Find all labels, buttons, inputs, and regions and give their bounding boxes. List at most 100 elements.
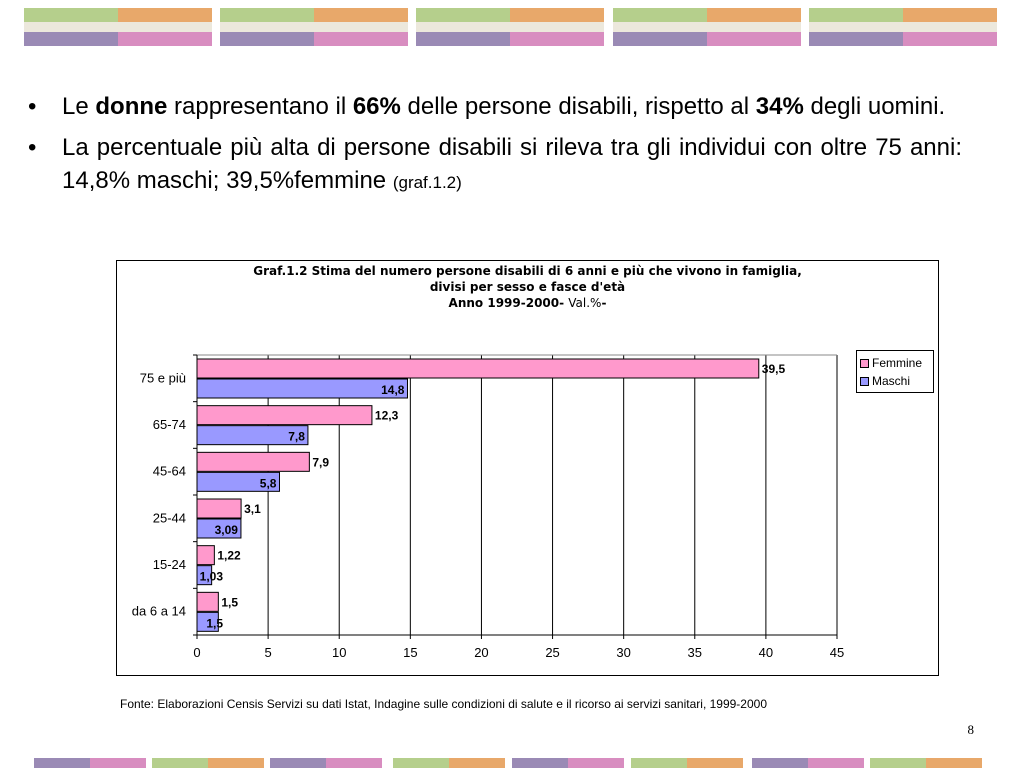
- category-label: 15-24: [153, 557, 186, 572]
- bullet-1-bold-34: 34%: [755, 93, 804, 120]
- band-tile: [613, 8, 707, 22]
- band-tile: [220, 32, 314, 46]
- x-tick-label: 35: [688, 645, 702, 660]
- band-tile: [152, 758, 208, 768]
- x-tick-label: 0: [193, 645, 200, 660]
- bullet-1-text-d: degli uomini.: [803, 93, 946, 120]
- chart-title-end: -: [601, 296, 607, 310]
- data-label: 3,1: [244, 502, 261, 516]
- band-tile: [34, 758, 90, 768]
- bullet-1-text-c: delle persone disabili, rispetto al: [400, 93, 756, 120]
- band-tile: [512, 758, 568, 768]
- band-tile: [24, 22, 212, 32]
- band-tile: [118, 8, 212, 22]
- chart-legend: Femmine Maschi: [856, 350, 934, 393]
- band-tile: [809, 22, 997, 32]
- band-tile: [416, 22, 604, 32]
- category-label: da 6 a 14: [132, 604, 186, 619]
- chart-title-unit: Val.%: [568, 296, 602, 310]
- bar-chart: 39,5 14,8 75 e più 12,3 7,8 65-74 7,9 5,8 45-64 3…: [132, 354, 844, 660]
- source-note: Fonte: Elaborazioni Censis Servizi su da…: [120, 697, 767, 711]
- band-tile: [752, 758, 808, 768]
- bullet-list: • Le donne rappresentano il 66% delle per…: [28, 90, 962, 207]
- band-tile: [707, 32, 801, 46]
- category-label: 75 e più: [140, 370, 186, 385]
- band-tile: [314, 8, 408, 22]
- legend-entry-femmine: Femmine: [860, 354, 930, 372]
- top-decorative-band: [24, 8, 997, 46]
- data-label: 14,8: [381, 383, 405, 397]
- legend-label-femmine: Femmine: [872, 356, 923, 370]
- band-tile: [809, 32, 903, 46]
- top-band-block: [220, 8, 408, 46]
- band-tile: [707, 8, 801, 22]
- x-tick-label: 25: [545, 645, 559, 660]
- band-tile: [220, 8, 314, 22]
- band-tile: [510, 32, 604, 46]
- category-label: 45-64: [153, 464, 186, 479]
- data-label: 3,09: [215, 523, 239, 537]
- legend-entry-maschi: Maschi: [860, 372, 930, 390]
- band-tile: [870, 758, 926, 768]
- band-tile: [903, 32, 997, 46]
- band-tile: [809, 8, 903, 22]
- band-tile: [926, 758, 982, 768]
- chart-title-line-3: Anno 1999-2000- Val.%-: [116, 295, 939, 311]
- legend-swatch-femmine: [860, 358, 869, 368]
- band-tile: [270, 758, 326, 768]
- band-tile: [326, 758, 382, 768]
- bullet-2-text: La percentuale più alta di persone disab…: [62, 134, 962, 194]
- x-tick-label: 15: [403, 645, 417, 660]
- band-tile: [416, 8, 510, 22]
- x-tick-label: 45: [830, 645, 844, 660]
- bar-femmine: [196, 498, 242, 519]
- category-label: 25-44: [153, 510, 186, 525]
- bullet-1-bold-donne: donne: [95, 93, 168, 120]
- band-tile: [568, 758, 624, 768]
- category-label: 65-74: [153, 417, 186, 432]
- bar-femmine: [196, 545, 215, 566]
- data-label: 12,3: [375, 409, 399, 423]
- bullet-1-text-b: rappresentano il: [167, 93, 353, 120]
- chart-title-year: Anno 1999-2000-: [448, 296, 569, 310]
- band-tile: [613, 22, 801, 32]
- x-tick-label: 30: [616, 645, 630, 660]
- bullet-2-reference: (graf.1.2): [392, 173, 462, 192]
- top-band-block: [416, 8, 604, 46]
- bullet-item-2: • La percentuale più alta di persone disa…: [28, 131, 962, 199]
- bar-maschi: [196, 378, 408, 399]
- band-tile: [90, 758, 146, 768]
- band-tile: [510, 8, 604, 22]
- data-label: 1,03: [200, 570, 224, 584]
- bullet-dot: •: [28, 134, 37, 161]
- band-tile: [220, 22, 408, 32]
- data-label: 1,5: [206, 616, 223, 630]
- band-tile: [118, 32, 212, 46]
- bar-femmine: [196, 451, 310, 472]
- band-tile: [449, 758, 505, 768]
- bullet-1-bold-66: 66%: [352, 93, 401, 120]
- data-label: 1,22: [217, 549, 241, 563]
- band-tile: [393, 758, 449, 768]
- band-tile: [903, 8, 997, 22]
- x-tick-label: 5: [264, 645, 271, 660]
- x-tick-label: 20: [474, 645, 488, 660]
- chart-title-line-2: divisi per sesso e fasce d'età: [429, 280, 626, 294]
- bullet-dot: •: [28, 93, 37, 120]
- chart-title: Graf.1.2 Stima del numero persone disabi…: [116, 263, 939, 311]
- data-label: 7,9: [312, 455, 329, 469]
- band-tile: [24, 8, 118, 22]
- bullet-item-1: • Le donne rappresentano il 66% delle per…: [28, 90, 962, 123]
- top-band-block: [24, 8, 212, 46]
- data-label: 39,5: [762, 362, 786, 376]
- top-band-block: [809, 8, 997, 46]
- band-tile: [687, 758, 743, 768]
- top-band-block: [613, 8, 801, 46]
- data-label: 1,5: [221, 595, 238, 609]
- band-tile: [208, 758, 264, 768]
- bar-femmine: [196, 591, 219, 612]
- band-tile: [314, 32, 408, 46]
- data-label: 7,8: [288, 430, 305, 444]
- bullet-1-text-a: Le: [62, 93, 96, 120]
- bar-femmine: [196, 405, 373, 426]
